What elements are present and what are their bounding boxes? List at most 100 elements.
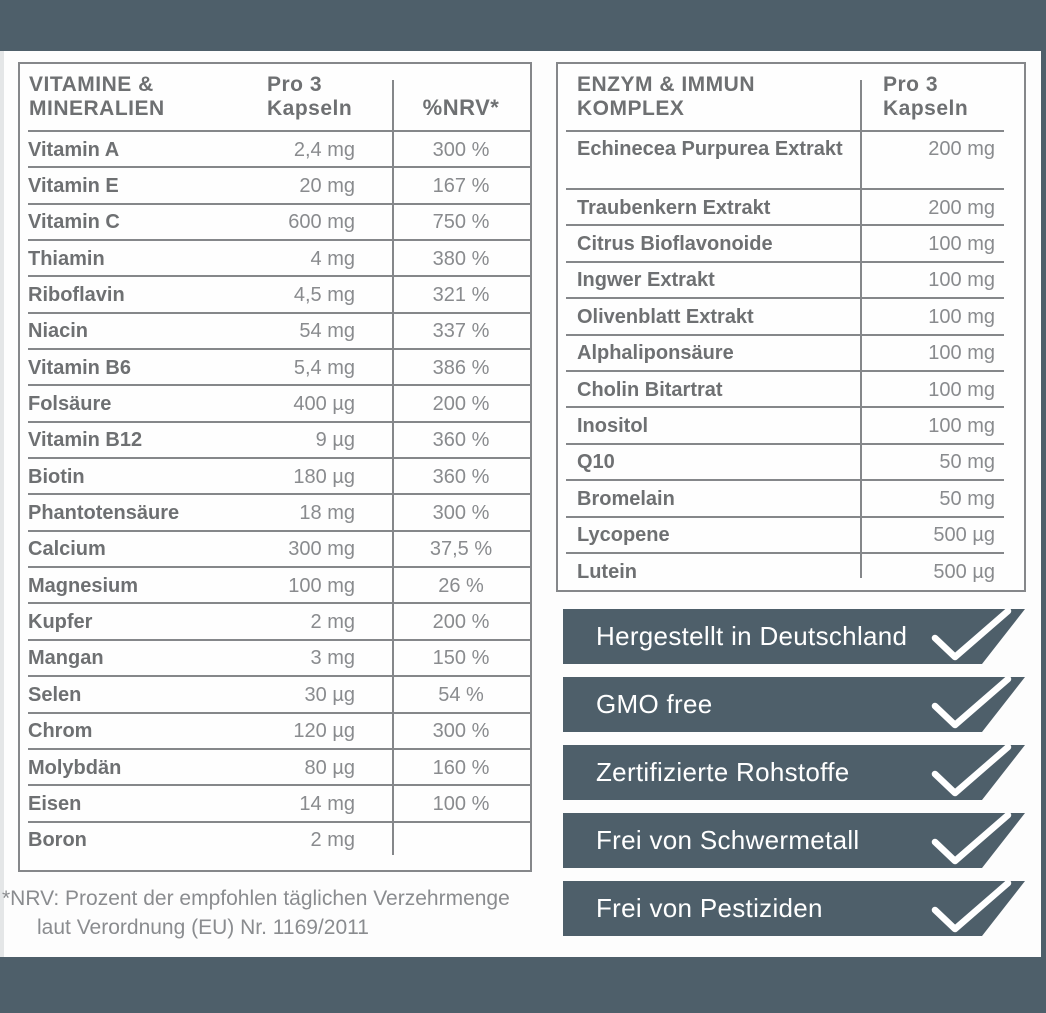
row-label: Bromelain (577, 487, 675, 510)
table-row: Ingwer Extrakt 100 mg (558, 263, 1024, 300)
nrv-footnote: *NRV: Prozent der empfohlen täglichen Ve… (2, 884, 510, 942)
row-nrv: 360 % (432, 429, 490, 452)
row-amount: 2,4 mg (293, 138, 355, 161)
row-label: Boron (28, 829, 87, 852)
table-row: Traubenkern Extrakt 200 mg (558, 190, 1024, 227)
row-label: Olivenblatt Extrakt (577, 305, 754, 328)
row-label: Thiamin (28, 247, 105, 270)
row-amount: 80 µg (304, 756, 355, 779)
column-divider (860, 80, 862, 578)
row-label: Vitamin B6 (28, 356, 131, 379)
row-amount: 30 µg (304, 683, 355, 706)
row-label: Calcium (28, 538, 106, 561)
table-row: Niacin 54 mg 337 % (20, 314, 530, 351)
row-label: Lutein (577, 560, 637, 583)
row-amount: 100 mg (928, 269, 995, 292)
badge-label: Hergestellt in Deutschland (596, 621, 908, 651)
table-row: Boron 2 mg (20, 823, 530, 859)
title-line2: KOMPLEX (577, 97, 685, 120)
row-label: Chrom (28, 720, 93, 743)
row-nrv: 54 % (438, 683, 484, 706)
row-label: Folsäure (28, 393, 112, 416)
row-amount: 400 µg (293, 393, 355, 416)
row-amount: 9 µg (315, 429, 355, 452)
badge-label: Frei von Pestiziden (596, 893, 823, 923)
table-row: Lycopene 500 µg (558, 518, 1024, 555)
row-nrv: 360 % (432, 465, 490, 488)
table-row: Molybdän 80 µg 160 % (20, 750, 530, 787)
header-line1: Pro 3 (267, 73, 323, 96)
badge-label: GMO free (596, 689, 713, 719)
row-amount: 600 mg (288, 211, 355, 234)
table-row: Riboflavin 4,5 mg 321 % (20, 277, 530, 315)
table-row: Mangan 3 mg 150 % (20, 641, 530, 678)
row-amount: 2 mg (310, 829, 355, 852)
row-amount: 100 mg (928, 233, 995, 256)
vitamins-table-title: VITAMINE & MINERALIEN (20, 64, 267, 132)
row-nrv: 160 % (432, 756, 490, 779)
row-nrv: 37,5 % (429, 538, 493, 561)
row-label: Citrus Bioflavonoide (577, 233, 773, 256)
row-nrv: 321 % (432, 284, 490, 307)
check-icon (931, 743, 1012, 797)
row-label: Phantotensäure (28, 502, 180, 525)
row-amount: 100 mg (928, 305, 995, 328)
enzyme-table-title: ENZYM & IMMUN KOMPLEX (558, 64, 860, 132)
row-label: Eisen (28, 792, 82, 815)
row-label: Traubenkern Extrakt (577, 196, 771, 219)
check-icon (931, 607, 1012, 661)
left-edge-line (0, 51, 4, 957)
nrv-header: %NRV* (422, 95, 500, 120)
row-label: Cholin Bitartrat (577, 378, 723, 401)
table-row: Thiamin 4 mg 380 % (20, 241, 530, 278)
row-nrv: 200 % (432, 611, 490, 634)
table-row: Vitamin E 20 mg 167 % (20, 168, 530, 206)
row-amount: 2 mg (310, 611, 355, 634)
row-amount: 20 mg (299, 175, 355, 198)
row-amount: 14 mg (299, 792, 355, 815)
enzyme-table-header: ENZYM & IMMUN KOMPLEX Pro 3 Kapseln (558, 64, 1024, 132)
enzyme-table-rows: Echinecea Purpurea Extrakt 200 mg Traubenk… (558, 132, 1024, 590)
footnote-line2: laut Verordnung (EU) Nr. 1169/2011 (37, 916, 369, 939)
table-row: Chrom 120 µg 300 % (20, 714, 530, 751)
row-amount: 100 mg (928, 415, 995, 438)
row-nrv: 167 % (432, 175, 490, 198)
row-label: Ingwer Extrakt (577, 269, 715, 292)
badge: Hergestellt in Deutschland (563, 607, 1025, 664)
badge: Frei von Pestiziden (563, 879, 1025, 936)
row-label: Vitamin B12 (28, 429, 143, 452)
row-nrv: 380 % (432, 247, 490, 270)
vitamins-minerals-table: VITAMINE & MINERALIEN Pro 3 Kapseln %NRV… (18, 62, 532, 872)
table-row: Kupfer 2 mg 200 % (20, 604, 530, 642)
table-row: Alphaliponsäure 100 mg (558, 336, 1024, 373)
row-nrv: 300 % (432, 138, 490, 161)
row-nrv: 150 % (432, 647, 490, 670)
table-row: Cholin Bitartrat 100 mg (558, 372, 1024, 409)
per-capsules-header: Pro 3 Kapseln (860, 64, 1024, 132)
column-divider (392, 80, 394, 855)
enzyme-immune-table: ENZYM & IMMUN KOMPLEX Pro 3 Kapseln Echi… (556, 62, 1026, 592)
table-row: Eisen 14 mg 100 % (20, 786, 530, 823)
row-nrv: 26 % (438, 574, 484, 597)
right-edge-strip (1041, 0, 1046, 1013)
row-label: Echinecea Purpurea Extrakt (577, 138, 843, 160)
row-label: Mangan (28, 647, 104, 670)
header-line2: Kapseln (267, 97, 353, 120)
table-row: Magnesium 100 mg 26 % (20, 568, 530, 605)
table-row: Olivenblatt Extrakt 100 mg (558, 299, 1024, 336)
vitamins-table-rows: Vitamin A 2,4 mg 300 % Vitamin E 20 mg 167 % V… (20, 132, 530, 859)
row-nrv: 200 % (432, 393, 490, 416)
table-row: Vitamin B6 5,4 mg 386 % (20, 350, 530, 387)
row-amount: 200 mg (928, 138, 995, 160)
row-amount: 100 mg (928, 342, 995, 365)
table-row: Folsäure 400 µg 200 % (20, 386, 530, 424)
table-row: Phantotensäure 18 mg 300 % (20, 495, 530, 533)
row-label: Vitamin A (28, 138, 120, 161)
row-amount: 3 mg (310, 647, 355, 670)
certification-badges: Hergestellt in Deutschland GMO free Zertif… (563, 607, 1025, 936)
row-amount: 54 mg (299, 320, 355, 343)
check-icon (931, 811, 1012, 865)
table-row: Calcium 300 mg 37,5 % (20, 532, 530, 569)
row-amount: 50 mg (939, 451, 995, 474)
table-row: Selen 30 µg 54 % (20, 677, 530, 714)
